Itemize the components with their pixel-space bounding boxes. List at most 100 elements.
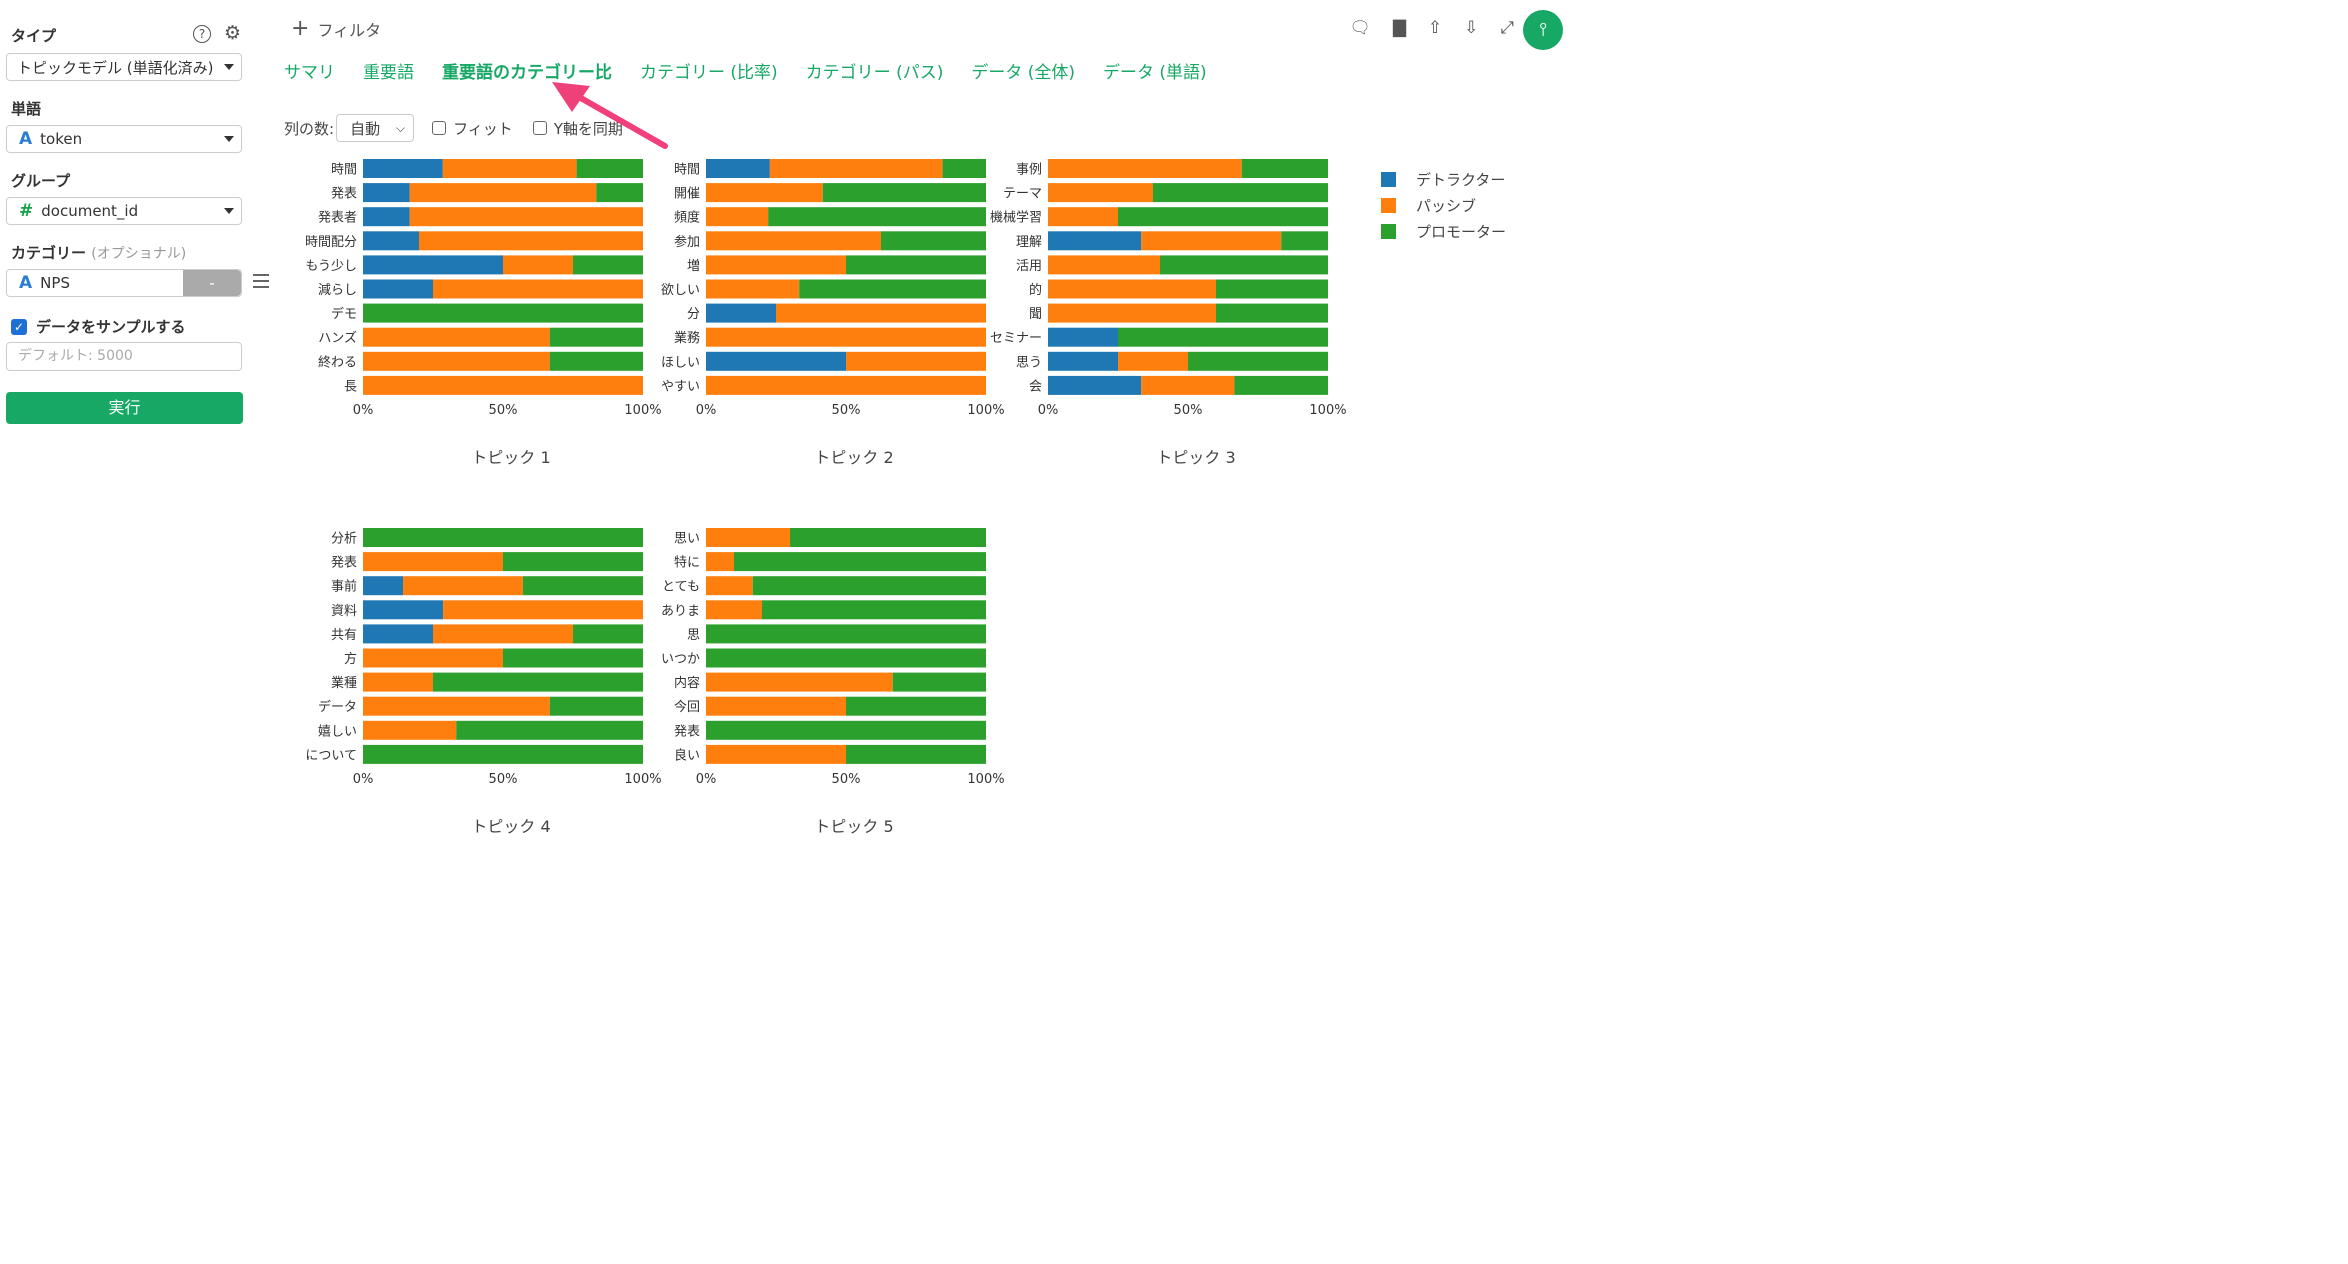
bar-segment-passive[interactable] — [1048, 159, 1242, 178]
expand-icon[interactable]: ⤢ — [1500, 18, 1514, 38]
bar-segment-promoter[interactable] — [762, 600, 986, 620]
checkbox-unchecked-icon[interactable] — [432, 121, 447, 135]
run-button[interactable]: 実行 — [6, 392, 243, 424]
bar-segment-promoter[interactable] — [822, 183, 986, 203]
bar-segment-passive[interactable] — [706, 600, 762, 620]
comment-icon[interactable]: 🗨︎ — [1349, 18, 1371, 38]
bar-segment-promoter[interactable] — [1216, 279, 1328, 299]
bar-segment-detractor[interactable] — [1048, 231, 1142, 251]
bar-segment-promoter[interactable] — [549, 351, 643, 371]
bar-segment-promoter[interactable] — [573, 624, 643, 644]
bar-segment-detractor[interactable] — [706, 159, 770, 178]
bar-segment-detractor[interactable] — [363, 231, 419, 251]
category-select[interactable]: A NPS - — [6, 269, 242, 297]
checkbox-unchecked-icon[interactable] — [532, 121, 547, 135]
bar-segment-passive[interactable] — [363, 327, 550, 347]
bar-segment-detractor[interactable] — [706, 351, 846, 371]
bar-segment-detractor[interactable] — [363, 624, 433, 644]
bar-segment-promoter[interactable] — [1188, 351, 1328, 371]
bar-segment-promoter[interactable] — [456, 720, 643, 740]
bar-segment-passive[interactable] — [409, 183, 597, 203]
legend-item-detractor[interactable]: デトラクター — [1381, 166, 1506, 192]
bar-segment-detractor[interactable] — [363, 159, 443, 178]
bar-segment-promoter[interactable] — [846, 255, 986, 275]
bar-segment-passive[interactable] — [706, 696, 846, 716]
tab-key-terms-category-ratio[interactable]: 重要語のカテゴリー比 — [442, 63, 612, 83]
bar-segment-passive[interactable] — [363, 375, 643, 395]
columns-select[interactable]: 自動 ⌵ — [336, 114, 415, 142]
bar-segment-passive[interactable] — [1141, 231, 1282, 251]
bar-segment-passive[interactable] — [1048, 255, 1160, 275]
bar-segment-promoter[interactable] — [576, 159, 643, 178]
bar-segment-passive[interactable] — [776, 303, 986, 323]
bar-segment-promoter[interactable] — [1234, 375, 1328, 395]
checkbox-checked-icon[interactable]: ✓ — [11, 318, 27, 335]
bar-segment-passive[interactable] — [433, 624, 573, 644]
gear-icon[interactable]: ⚙ — [224, 22, 242, 44]
bar-segment-promoter[interactable] — [503, 552, 643, 572]
bar-segment-passive[interactable] — [706, 327, 986, 347]
upload-icon[interactable]: ⇧ — [1427, 18, 1443, 38]
chart-icon[interactable]: ▇ — [1392, 18, 1406, 38]
bar-segment-passive[interactable] — [706, 255, 846, 275]
legend-item-promoter[interactable]: プロモーター — [1381, 218, 1506, 244]
bar-segment-passive[interactable] — [363, 672, 433, 692]
bar-segment-promoter[interactable] — [752, 576, 986, 596]
bar-segment-passive[interactable] — [419, 231, 643, 251]
bar-segment-promoter[interactable] — [1216, 303, 1328, 323]
bar-segment-passive[interactable] — [1141, 375, 1235, 395]
bar-segment-passive[interactable] — [706, 279, 800, 299]
bar-segment-promoter[interactable] — [734, 552, 986, 572]
bar-segment-passive[interactable] — [443, 600, 643, 620]
bar-segment-promoter[interactable] — [522, 576, 643, 596]
bar-segment-detractor[interactable] — [1048, 375, 1142, 395]
bar-segment-passive[interactable] — [363, 696, 550, 716]
bar-segment-promoter[interactable] — [1281, 231, 1328, 251]
bar-segment-passive[interactable] — [1048, 207, 1118, 227]
bar-segment-passive[interactable] — [706, 576, 753, 596]
word-select[interactable]: A token — [6, 125, 242, 153]
bar-segment-passive[interactable] — [706, 231, 881, 251]
tab-data-words[interactable]: データ (単語) — [1103, 63, 1207, 83]
bar-segment-promoter[interactable] — [363, 528, 643, 547]
bar-segment-passive[interactable] — [706, 207, 769, 227]
bar-segment-passive[interactable] — [433, 279, 643, 299]
fit-checkbox[interactable]: フィット — [432, 118, 513, 139]
bar-segment-promoter[interactable] — [1241, 159, 1328, 178]
bar-segment-promoter[interactable] — [942, 159, 986, 178]
add-filter-button[interactable]: + フィルタ — [291, 17, 381, 41]
bar-segment-promoter[interactable] — [596, 183, 643, 203]
bar-segment-promoter[interactable] — [363, 303, 643, 323]
bar-segment-promoter[interactable] — [549, 696, 643, 716]
bar-segment-detractor[interactable] — [363, 255, 503, 275]
bar-segment-detractor[interactable] — [363, 183, 410, 203]
bar-segment-passive[interactable] — [1048, 303, 1216, 323]
sample-checkbox-row[interactable]: ✓ データをサンプルする — [11, 316, 186, 337]
bar-segment-detractor[interactable] — [363, 207, 410, 227]
bar-segment-promoter[interactable] — [790, 528, 986, 547]
bar-segment-detractor[interactable] — [1048, 351, 1118, 371]
menu-icon[interactable] — [253, 274, 269, 292]
bar-segment-promoter[interactable] — [1153, 183, 1328, 203]
bar-segment-promoter[interactable] — [706, 648, 986, 668]
bar-segment-promoter[interactable] — [363, 744, 643, 764]
bar-segment-detractor[interactable] — [363, 600, 444, 620]
help-icon[interactable]: ? — [193, 25, 211, 43]
tab-key-terms[interactable]: 重要語 — [363, 63, 414, 83]
category-remove-button[interactable]: - — [183, 270, 241, 296]
bar-segment-passive[interactable] — [363, 648, 503, 668]
tab-category-path[interactable]: カテゴリー (パス) — [805, 63, 944, 83]
bar-segment-promoter[interactable] — [1118, 327, 1328, 347]
bar-segment-passive[interactable] — [1048, 279, 1216, 299]
bar-segment-promoter[interactable] — [573, 255, 643, 275]
bar-segment-passive[interactable] — [363, 552, 503, 572]
bar-segment-passive[interactable] — [1048, 183, 1153, 203]
bar-segment-passive[interactable] — [706, 552, 734, 572]
bar-segment-detractor[interactable] — [363, 576, 404, 596]
bar-segment-detractor[interactable] — [1048, 327, 1118, 347]
bar-segment-passive[interactable] — [769, 159, 943, 178]
bar-segment-promoter[interactable] — [1118, 207, 1328, 227]
bar-segment-promoter[interactable] — [799, 279, 986, 299]
bar-segment-passive[interactable] — [706, 183, 823, 203]
bar-segment-promoter[interactable] — [549, 327, 643, 347]
